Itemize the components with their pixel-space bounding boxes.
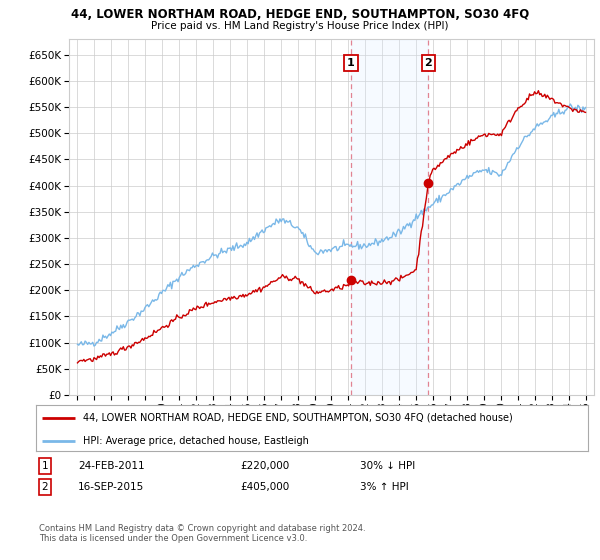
Text: 30% ↓ HPI: 30% ↓ HPI xyxy=(360,461,415,471)
Text: 3% ↑ HPI: 3% ↑ HPI xyxy=(360,482,409,492)
Text: 16-SEP-2015: 16-SEP-2015 xyxy=(78,482,144,492)
Text: Price paid vs. HM Land Registry's House Price Index (HPI): Price paid vs. HM Land Registry's House … xyxy=(151,21,449,31)
Bar xyxy=(351,39,428,395)
Text: 1: 1 xyxy=(347,58,355,68)
Text: Contains HM Land Registry data © Crown copyright and database right 2024.
This d: Contains HM Land Registry data © Crown c… xyxy=(39,524,365,543)
Text: 44, LOWER NORTHAM ROAD, HEDGE END, SOUTHAMPTON, SO30 4FQ (detached house): 44, LOWER NORTHAM ROAD, HEDGE END, SOUTH… xyxy=(83,413,512,423)
Text: 2: 2 xyxy=(41,482,49,492)
Text: HPI: Average price, detached house, Eastleigh: HPI: Average price, detached house, East… xyxy=(83,436,309,446)
Text: £405,000: £405,000 xyxy=(240,482,289,492)
Text: 24-FEB-2011: 24-FEB-2011 xyxy=(78,461,145,471)
Text: £220,000: £220,000 xyxy=(240,461,289,471)
Text: 2: 2 xyxy=(424,58,432,68)
Text: 44, LOWER NORTHAM ROAD, HEDGE END, SOUTHAMPTON, SO30 4FQ: 44, LOWER NORTHAM ROAD, HEDGE END, SOUTH… xyxy=(71,8,529,21)
Text: 1: 1 xyxy=(41,461,49,471)
